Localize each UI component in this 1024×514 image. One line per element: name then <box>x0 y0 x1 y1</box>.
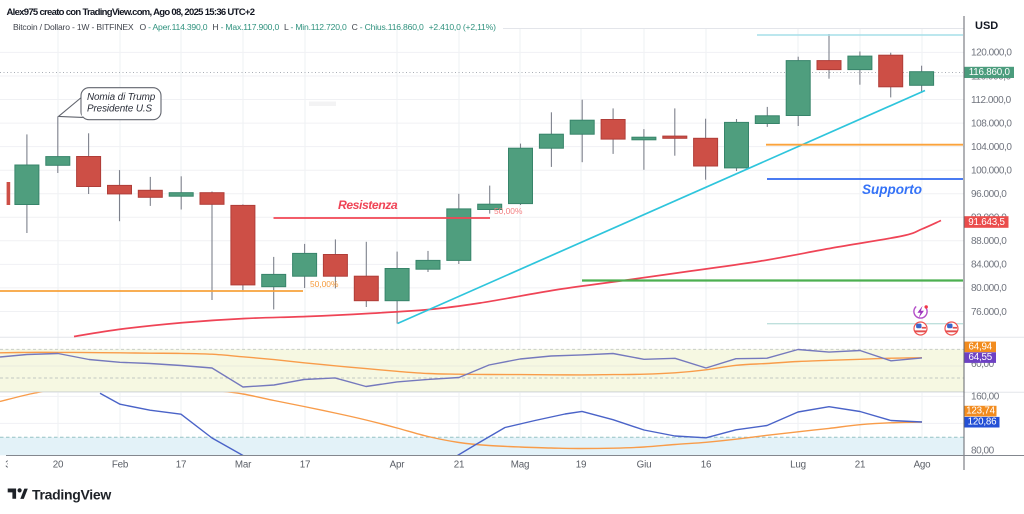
svg-text:3: 3 <box>5 459 11 470</box>
svg-text:19: 19 <box>576 459 587 470</box>
svg-text:60,00: 60,00 <box>971 359 995 370</box>
svg-text:USD: USD <box>975 20 998 32</box>
svg-text:Giu: Giu <box>637 459 652 470</box>
svg-text:Alex975 creato con TradingView: Alex975 creato con TradingView.com, Ago … <box>7 7 255 18</box>
svg-text:80.000,0: 80.000,0 <box>971 283 1007 294</box>
svg-text:Supporto: Supporto <box>862 182 922 197</box>
svg-text:91.643,5: 91.643,5 <box>968 217 1005 228</box>
svg-text:17: 17 <box>176 459 187 470</box>
svg-text:17: 17 <box>300 459 311 470</box>
svg-text:100.000,0: 100.000,0 <box>971 166 1012 177</box>
svg-text:Resistenza: Resistenza <box>338 198 398 212</box>
svg-text:84.000,0: 84.000,0 <box>971 260 1007 271</box>
svg-text:116.860,0: 116.860,0 <box>969 67 1011 78</box>
svg-text:Mag: Mag <box>511 459 529 470</box>
svg-text:Bitcoin / Dollaro - 1W - BITFI: Bitcoin / Dollaro - 1W - BITFINEX O - Ape… <box>13 22 496 32</box>
svg-text:Nomia di Trump: Nomia di Trump <box>87 92 156 103</box>
svg-text:64,94: 64,94 <box>968 341 992 352</box>
svg-text:123,74: 123,74 <box>966 406 996 417</box>
svg-text:Presidente U.S: Presidente U.S <box>87 103 153 114</box>
svg-text:50,00%: 50,00% <box>310 279 339 289</box>
svg-text:Ago: Ago <box>914 459 932 470</box>
svg-text:21: 21 <box>454 459 465 470</box>
svg-text:80,00: 80,00 <box>971 446 995 457</box>
svg-text:50,00%: 50,00% <box>494 206 523 216</box>
svg-text:96.000,0: 96.000,0 <box>971 189 1007 200</box>
svg-text:20: 20 <box>53 459 64 470</box>
svg-text:108.000,0: 108.000,0 <box>971 118 1012 129</box>
svg-text:104.000,0: 104.000,0 <box>971 142 1012 153</box>
svg-text:120,86: 120,86 <box>968 417 998 428</box>
svg-text:Apr: Apr <box>390 459 406 470</box>
svg-text:Lug: Lug <box>790 459 806 470</box>
svg-text:Feb: Feb <box>112 459 129 470</box>
svg-text:76.000,0: 76.000,0 <box>971 307 1007 318</box>
svg-text:120.000,0: 120.000,0 <box>971 48 1012 59</box>
svg-text:64,55: 64,55 <box>968 352 992 363</box>
svg-text:16: 16 <box>701 459 712 470</box>
svg-text:21: 21 <box>855 459 866 470</box>
svg-text:Mar: Mar <box>235 459 252 470</box>
svg-text:160,00: 160,00 <box>971 392 1000 403</box>
svg-text:112.000,0: 112.000,0 <box>971 95 1012 106</box>
svg-text:88.000,0: 88.000,0 <box>971 236 1007 247</box>
svg-text:TradingView: TradingView <box>32 487 111 503</box>
